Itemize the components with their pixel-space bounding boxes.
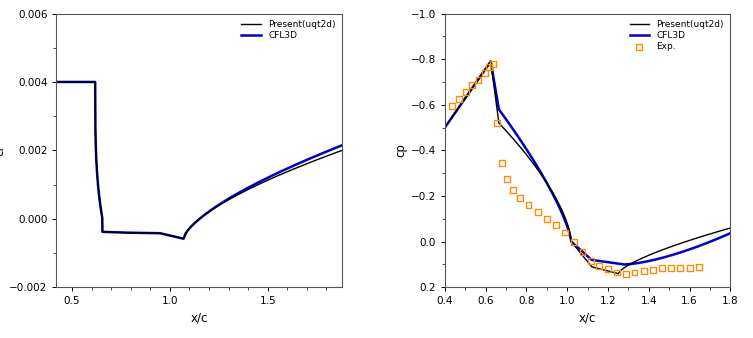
Y-axis label: cf: cf xyxy=(0,145,7,156)
Exp. xyxy=(620,271,633,276)
Exp. xyxy=(559,230,572,235)
Present(uqt2d) xyxy=(566,230,575,234)
Exp. xyxy=(460,90,472,95)
Exp. xyxy=(472,77,484,82)
Exp. xyxy=(665,265,677,271)
Present(uqt2d) xyxy=(104,230,113,234)
X-axis label: x/c: x/c xyxy=(579,312,596,325)
Exp. xyxy=(569,239,581,244)
Exp. xyxy=(491,120,503,126)
Line: CFL3D: CFL3D xyxy=(445,62,747,264)
CFL3D xyxy=(239,188,248,192)
CFL3D xyxy=(76,80,85,84)
Exp. xyxy=(593,263,605,268)
CFL3D xyxy=(72,80,81,84)
Present(uqt2d) xyxy=(494,118,503,122)
Y-axis label: cp: cp xyxy=(395,143,408,158)
Present(uqt2d) xyxy=(52,80,61,84)
Exp. xyxy=(523,202,535,208)
CFL3D xyxy=(709,238,718,242)
Exp. xyxy=(647,267,659,273)
CFL3D xyxy=(611,261,620,265)
Present(uqt2d) xyxy=(692,236,701,240)
Exp. xyxy=(446,103,458,108)
CFL3D xyxy=(742,224,751,228)
Present(uqt2d) xyxy=(486,59,495,64)
Present(uqt2d) xyxy=(337,148,346,152)
Legend: Present(uqt2d), CFL3D: Present(uqt2d), CFL3D xyxy=(239,18,337,42)
CFL3D xyxy=(104,230,113,234)
Exp. xyxy=(466,83,478,88)
Present(uqt2d) xyxy=(179,237,188,241)
Exp. xyxy=(693,264,705,269)
Present(uqt2d) xyxy=(239,190,248,194)
Exp. xyxy=(611,270,623,275)
CFL3D xyxy=(105,230,114,234)
Exp. xyxy=(638,269,650,274)
Present(uqt2d) xyxy=(674,242,683,246)
Exp. xyxy=(508,188,520,193)
Present(uqt2d) xyxy=(105,230,114,234)
Exp. xyxy=(496,160,508,166)
Present(uqt2d) xyxy=(316,156,325,161)
Exp. xyxy=(532,209,544,215)
Exp. xyxy=(550,222,562,227)
Line: CFL3D: CFL3D xyxy=(56,82,342,239)
Legend: Present(uqt2d), CFL3D, Exp.: Present(uqt2d), CFL3D, Exp. xyxy=(628,18,726,53)
Present(uqt2d) xyxy=(455,104,464,108)
Exp. xyxy=(453,96,465,102)
Exp. xyxy=(629,270,641,275)
Exp. xyxy=(602,266,614,272)
Present(uqt2d) xyxy=(72,80,81,84)
Present(uqt2d) xyxy=(742,221,751,225)
CFL3D xyxy=(475,75,484,79)
CFL3D xyxy=(441,126,450,130)
Line: Present(uqt2d): Present(uqt2d) xyxy=(445,62,747,274)
CFL3D xyxy=(575,247,584,251)
Present(uqt2d) xyxy=(76,80,85,84)
Exp. xyxy=(501,176,513,182)
Exp. xyxy=(486,61,498,66)
CFL3D xyxy=(620,262,629,266)
Exp. xyxy=(483,65,495,70)
CFL3D xyxy=(52,80,61,84)
Present(uqt2d) xyxy=(614,272,623,276)
Exp. xyxy=(514,196,526,201)
Present(uqt2d) xyxy=(640,255,649,259)
Line: Present(uqt2d): Present(uqt2d) xyxy=(56,82,342,239)
Exp. xyxy=(675,265,687,271)
CFL3D xyxy=(594,259,603,263)
CFL3D xyxy=(179,237,188,241)
CFL3D xyxy=(587,258,596,262)
X-axis label: x/c: x/c xyxy=(191,312,208,325)
CFL3D xyxy=(486,59,495,64)
Exp. xyxy=(584,258,596,264)
CFL3D xyxy=(337,143,346,147)
Exp. xyxy=(479,70,491,76)
Exp. xyxy=(684,265,696,271)
Present(uqt2d) xyxy=(441,126,450,130)
CFL3D xyxy=(316,152,325,156)
Exp. xyxy=(656,265,668,271)
Exp. xyxy=(577,249,589,255)
Exp. xyxy=(541,216,553,222)
